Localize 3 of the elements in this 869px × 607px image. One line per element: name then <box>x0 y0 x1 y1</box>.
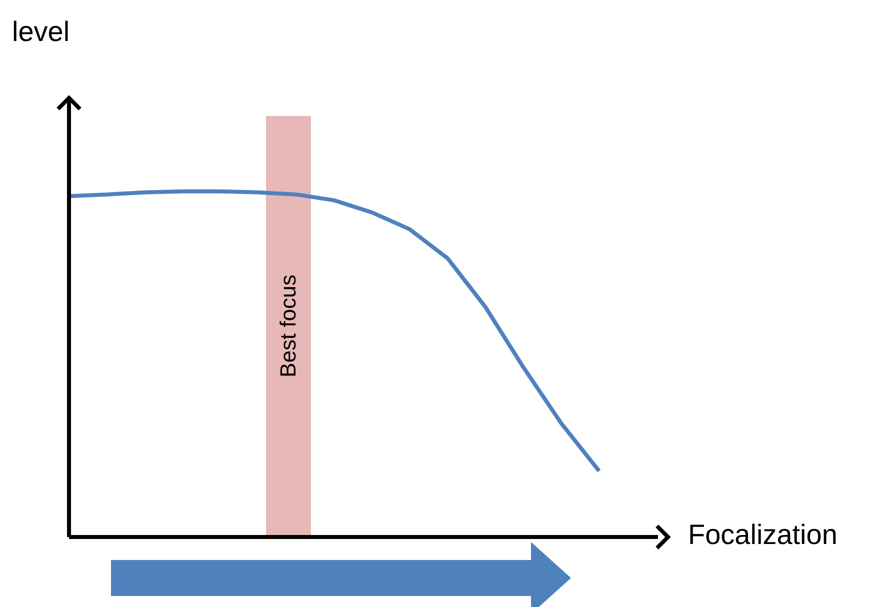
annotation: Best focus <box>276 274 302 378</box>
x-axis-title: Focalization <box>688 519 838 551</box>
text: level <box>12 16 70 48</box>
